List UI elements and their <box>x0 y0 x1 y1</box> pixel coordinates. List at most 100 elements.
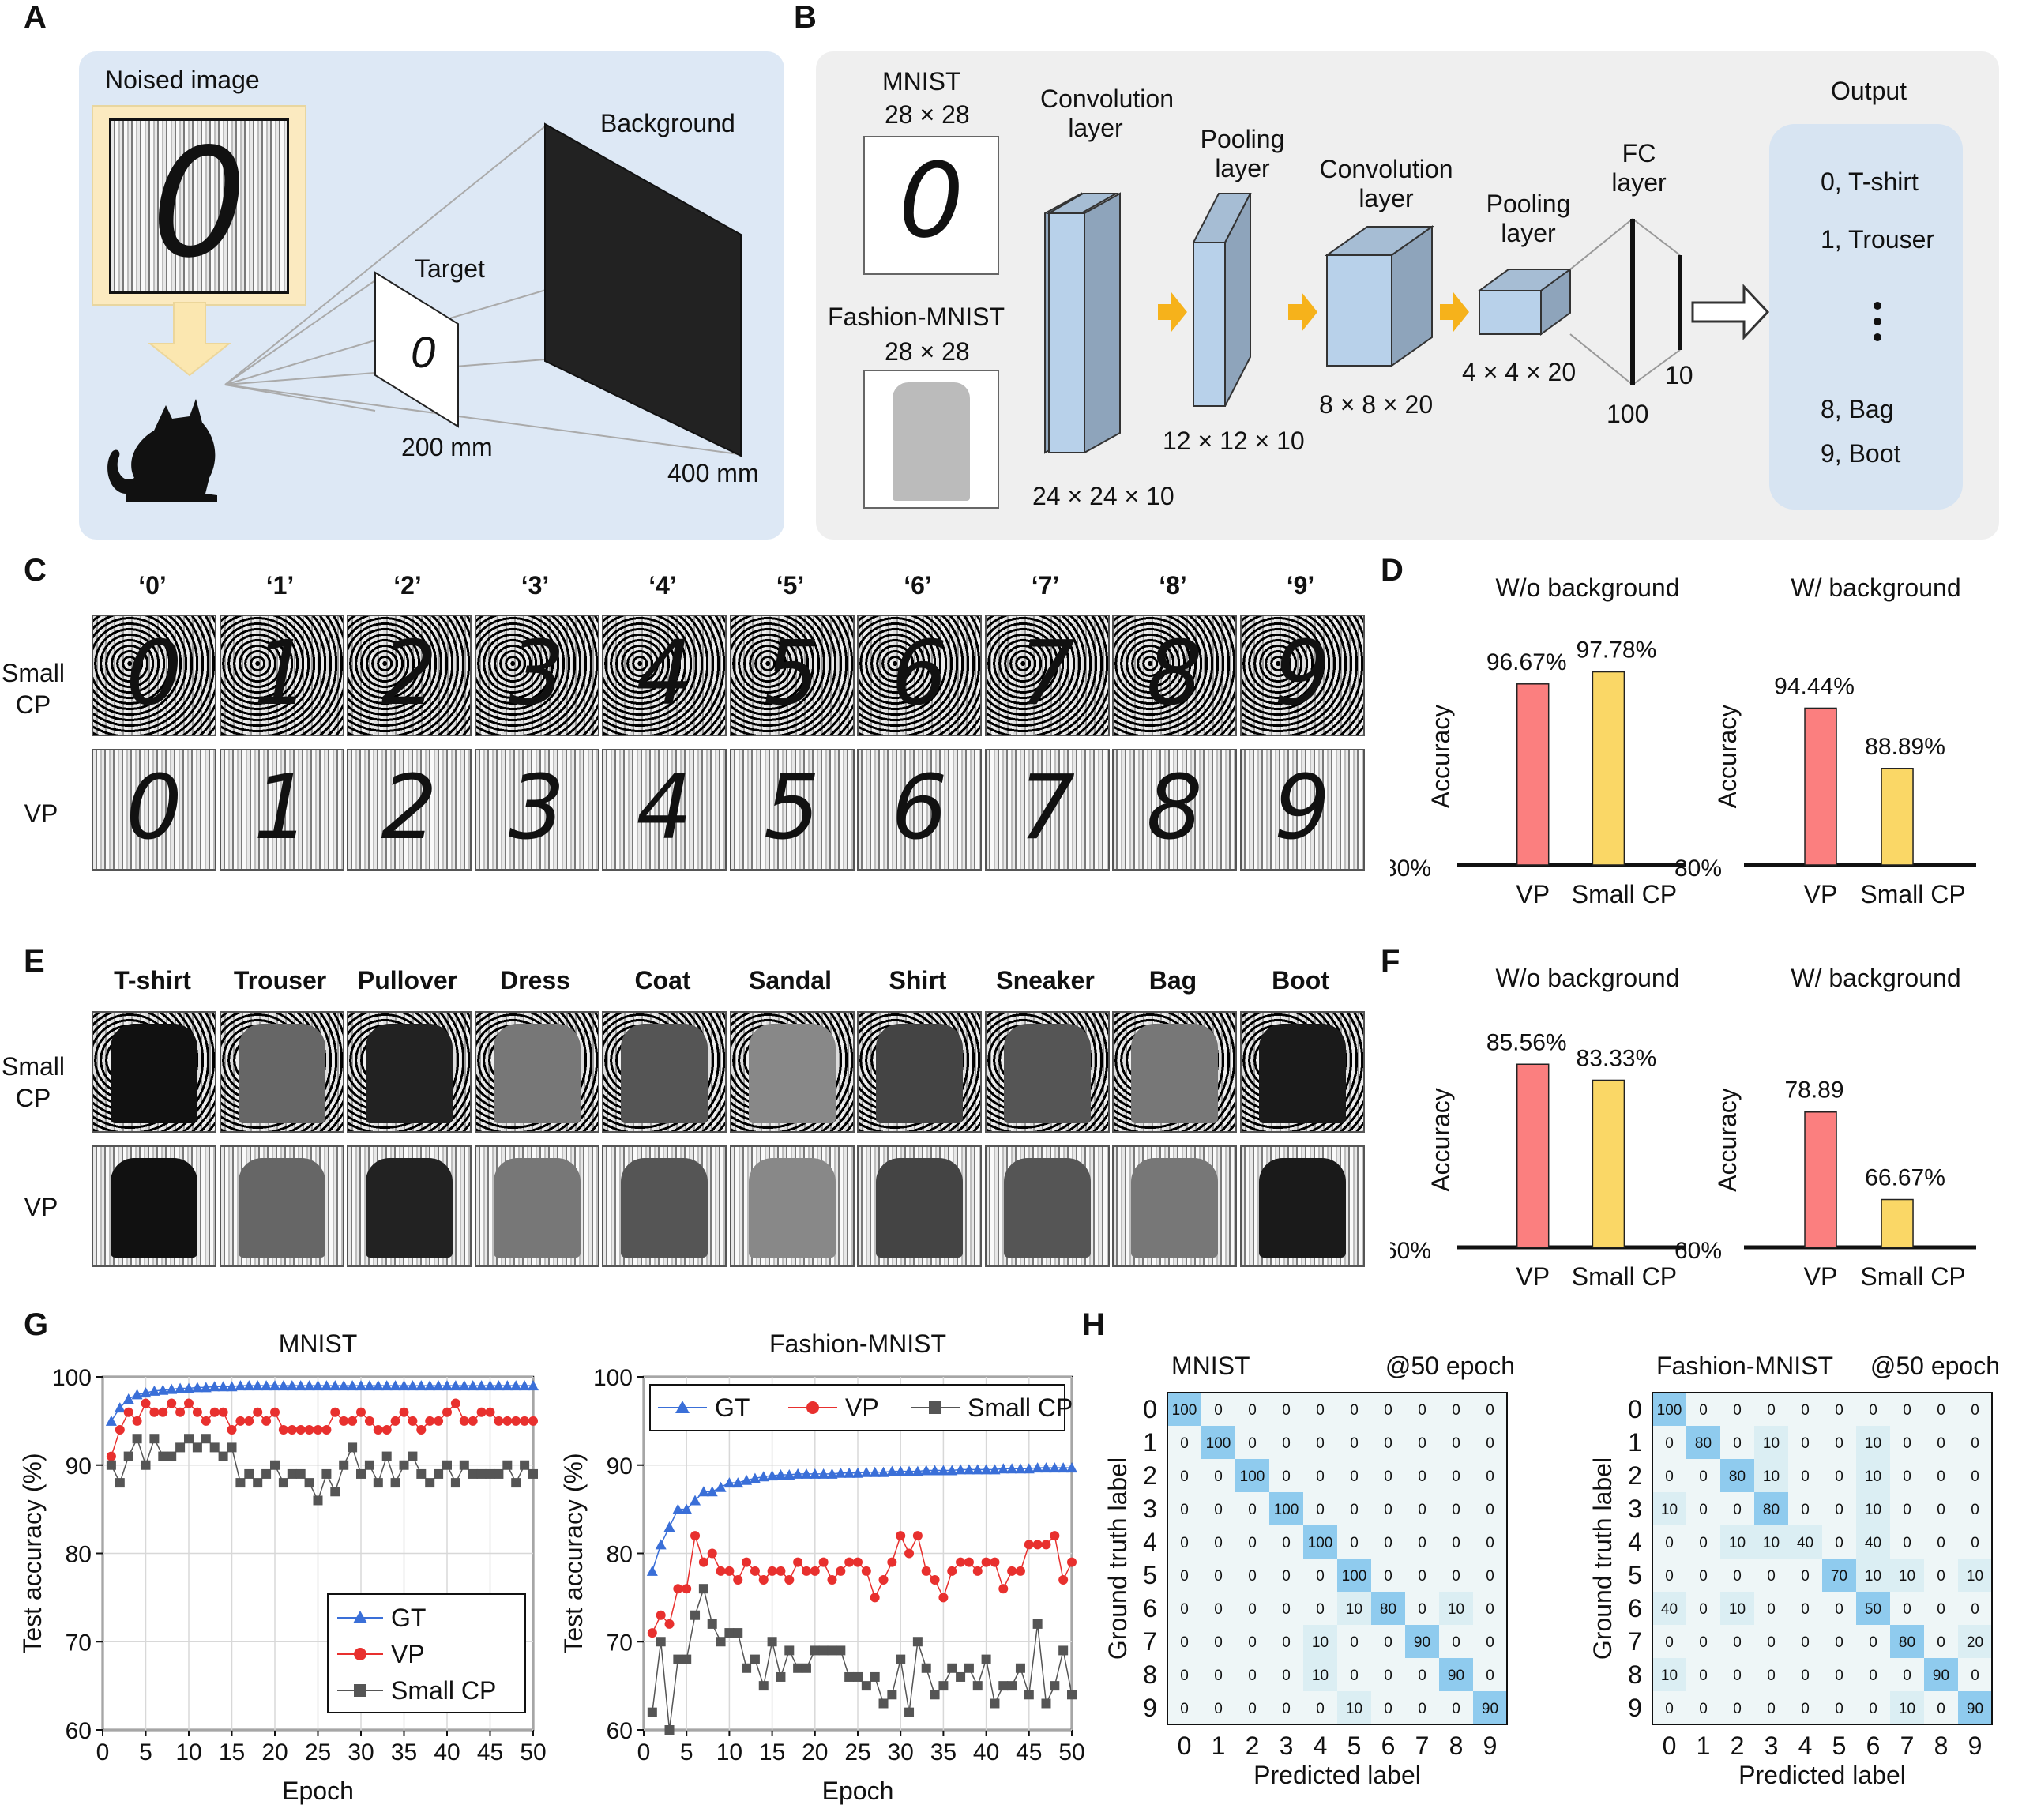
point-vp <box>664 1619 675 1629</box>
noised-image-label: Noised image <box>105 66 260 94</box>
heatmap-cell-value: 0 <box>1248 1701 1257 1717</box>
point-gt <box>938 1465 949 1476</box>
noised-image: 0 <box>109 118 289 294</box>
point-vp <box>930 1575 940 1585</box>
heatmap-cell-value: 0 <box>1835 1435 1843 1452</box>
heatmap-cell <box>1235 1559 1269 1592</box>
point-small-cp <box>399 1460 409 1470</box>
point-gt <box>878 1466 889 1477</box>
heatmap-cell-value: 0 <box>1418 1701 1426 1717</box>
heatmap-cell <box>1958 1625 1992 1658</box>
legend-marker <box>353 1611 367 1623</box>
heatmap-cell <box>1652 1625 1686 1658</box>
heatmap-cell <box>1371 1559 1405 1592</box>
digit-glyph: 5 <box>763 622 821 725</box>
heatmap-col-label: 7 <box>1900 1732 1915 1760</box>
heatmap-cell <box>1686 1559 1720 1592</box>
heatmap-cell-value: 0 <box>1180 1535 1189 1551</box>
heatmap-cell-value: 90 <box>1967 1701 1983 1717</box>
heatmap-cell-value: 10 <box>1865 1568 1881 1585</box>
heatmap-cell-value: 10 <box>1763 1468 1780 1485</box>
bar-chart-title: W/o background <box>1495 964 1679 992</box>
heatmap-cell <box>1201 1525 1235 1559</box>
small-cp-image <box>984 1011 1110 1133</box>
heatmap-cell <box>1235 1525 1269 1559</box>
heatmap-cell-value: 0 <box>1665 1435 1674 1452</box>
small-cp-image <box>602 1011 727 1133</box>
column-header: ‘8’ <box>1159 571 1187 600</box>
heatmap-col-label: 8 <box>1934 1732 1949 1760</box>
point-vp <box>1015 1566 1025 1576</box>
heatmap-cell <box>1822 1559 1856 1592</box>
heatmap-cell-value: 0 <box>1486 1668 1494 1684</box>
point-vp <box>1050 1531 1060 1541</box>
point-small-cp <box>528 1468 538 1479</box>
heatmap-cell <box>1754 1625 1788 1658</box>
heatmap-row-label: 4 <box>1628 1528 1642 1556</box>
heatmap-cell-value: 0 <box>1801 1701 1810 1717</box>
svg-text:0: 0 <box>411 327 435 377</box>
vp-image <box>474 1145 599 1267</box>
y-tick-label: 60 <box>66 1718 92 1744</box>
heatmap-cell <box>1269 1559 1303 1592</box>
bar-value-label: 85.56% <box>1486 1029 1567 1055</box>
heatmap-cell <box>1924 1625 1958 1658</box>
heatmap-cell-value: 10 <box>1865 1502 1881 1518</box>
point-vp <box>921 1566 931 1576</box>
heatmap-cell <box>1235 1393 1269 1426</box>
heatmap-cell-value: 0 <box>1180 1634 1189 1651</box>
heatmap-cell-value: 10 <box>1661 1668 1678 1684</box>
heatmap-cell <box>1371 1592 1405 1625</box>
heatmap-cell <box>1337 1525 1371 1559</box>
point-gt <box>800 1468 812 1479</box>
point-vp <box>827 1575 837 1585</box>
line-chart-G-left: MNIST 0 5 10 15 20 25 30 35 40 45 50 60 70 80 90 100 Epoc… <box>18 1329 547 1805</box>
point-gt <box>723 1477 735 1488</box>
heatmap-cell <box>1652 1559 1686 1592</box>
line-chart-G-right: Fashion-MNIST 0 5 10 15 20 25 30 35 40 45 50 60 70 80 9… <box>559 1329 1085 1805</box>
heatmap-cell-value: 0 <box>1835 1701 1843 1717</box>
heatmap-xlabel: Predicted label <box>1253 1761 1421 1789</box>
heatmap-cell <box>1754 1492 1788 1525</box>
point-small-cp <box>261 1468 272 1479</box>
x-axis-label: Epoch <box>822 1777 894 1805</box>
point-small-cp <box>227 1442 237 1453</box>
heatmap-cell <box>1167 1459 1201 1492</box>
heatmap-cell-value: 0 <box>1452 1634 1460 1651</box>
heatmap-cell <box>1822 1691 1856 1724</box>
heatmap-cell-value: 0 <box>1350 1535 1359 1551</box>
bar-chart-F-left: W/o background Accuracy 60% 85.56% VP 83.33% S… <box>1390 964 1686 1291</box>
legend-label: VP <box>845 1393 879 1422</box>
point-vp <box>356 1407 366 1417</box>
point-gt <box>1058 1462 1069 1473</box>
heatmap-cell <box>1167 1492 1201 1525</box>
point-vp <box>158 1407 168 1417</box>
clothing-shape <box>876 1024 963 1123</box>
point-vp <box>912 1531 923 1541</box>
heatmap-col-label: 4 <box>1798 1732 1813 1760</box>
point-vp <box>313 1425 323 1435</box>
heatmap-cell-value: 10 <box>1346 1601 1362 1618</box>
small-cp-image: 8 <box>1112 615 1237 736</box>
heatmap-cell-value: 0 <box>1282 1634 1291 1651</box>
heatmap-cell-value: 0 <box>1384 1468 1392 1485</box>
point-small-cp <box>511 1478 521 1488</box>
heatmap-cell <box>1890 1658 1924 1691</box>
heatmap-cell <box>1924 1691 1958 1724</box>
heatmap-cell <box>1439 1393 1473 1426</box>
heatmap-cell-value: 0 <box>1282 1701 1291 1717</box>
heatmap-cell <box>1473 1592 1507 1625</box>
heatmap-cell <box>1473 1393 1507 1426</box>
heatmap-cell <box>1720 1592 1754 1625</box>
heatmap-cell-value: 0 <box>1665 1701 1674 1717</box>
panel-label-a: A <box>24 0 47 35</box>
vp-image <box>729 1145 855 1267</box>
bar-category-label: VP <box>1516 880 1550 908</box>
target-card <box>374 271 459 428</box>
output-8: 8, Bag <box>1821 395 1894 423</box>
heatmap-cell-value: 0 <box>1767 1701 1776 1717</box>
bar-chart-F-right: W/ background Accuracy 60% 78.89 VP 66.67% Sma… <box>1674 964 1976 1291</box>
point-gt <box>1006 1463 1018 1474</box>
heatmap-cell <box>1337 1658 1371 1691</box>
heatmap-cell <box>1473 1625 1507 1658</box>
